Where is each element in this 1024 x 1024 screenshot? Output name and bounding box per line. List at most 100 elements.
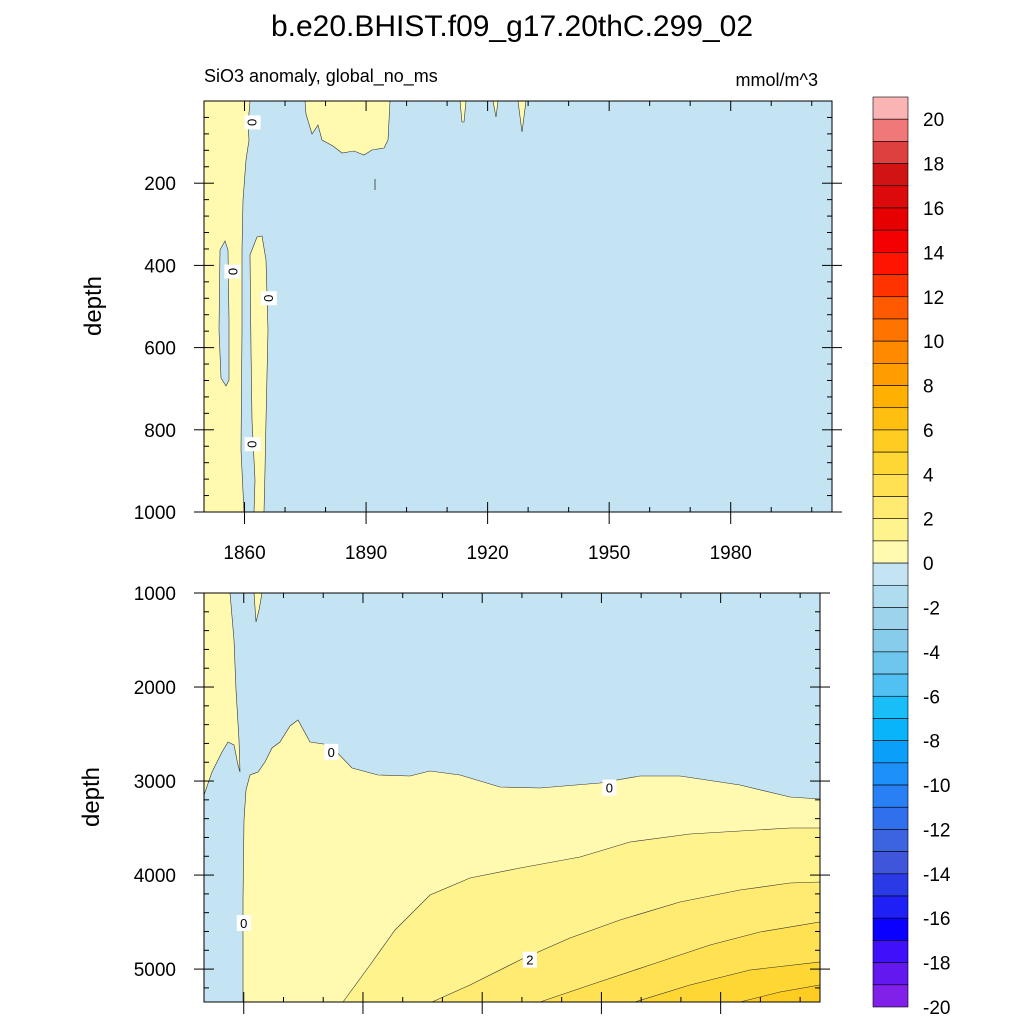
- colorbar-label: -4: [923, 643, 940, 664]
- colorbar-swatch: [872, 429, 909, 453]
- upper-y-axis-label: depth: [80, 276, 107, 336]
- upper-region-negative-pocket: [218, 240, 230, 387]
- colorbar-swatch: [872, 274, 909, 298]
- contour-label: 0: [224, 264, 241, 279]
- contour-label-text: 0: [245, 441, 260, 448]
- contour-label-background: [224, 264, 241, 279]
- upper-contour-labels: 0 0 0 0: [224, 115, 277, 452]
- colorbar-label: 12: [923, 288, 944, 309]
- lower-region-zero-to-two-left: [203, 592, 241, 796]
- colorbar-swatch: [872, 340, 909, 364]
- contour-label: 0: [260, 291, 277, 306]
- colorbar-swatch: [872, 118, 909, 142]
- y-tick-label: 3000: [134, 772, 176, 793]
- x-tick-labels: 1860 1890 1920 1950 1980: [223, 543, 751, 564]
- colorbar-label: -16: [923, 909, 950, 930]
- contour-label: 0: [324, 743, 339, 760]
- colorbar-swatch: [872, 296, 909, 320]
- colorbar-label: -6: [923, 687, 940, 708]
- colorbar-swatch: [872, 185, 909, 209]
- colorbar-swatch: [872, 895, 909, 919]
- colorbar-swatch: [872, 940, 909, 963]
- contour-label-background: [244, 115, 261, 130]
- colorbar-label: -14: [923, 865, 951, 886]
- contour-label-text: 0: [225, 268, 240, 275]
- colorbar-swatch: [872, 229, 909, 253]
- colorbar-label: 10: [923, 332, 944, 353]
- colorbar-label: -12: [923, 820, 950, 841]
- colorbar-swatch: [872, 96, 909, 120]
- colorbar-swatch: [872, 851, 909, 875]
- colorbar-swatch: [872, 740, 909, 764]
- colorbar-swatch: [872, 540, 909, 564]
- colorbar-swatch: [872, 984, 909, 1008]
- contour-label: 0: [602, 779, 617, 796]
- y-tick-label: 800: [144, 421, 176, 442]
- colorbar-label: 20: [923, 110, 944, 131]
- colorbar-swatch: [872, 651, 909, 675]
- contour-label-text: 0: [261, 295, 276, 302]
- lower-tick-group: [194, 592, 830, 1014]
- colorbar-label: 6: [923, 421, 934, 442]
- colorbar: [872, 96, 909, 1008]
- colorbar-swatch: [872, 141, 909, 164]
- colorbar-swatch: [872, 496, 909, 520]
- contour-label-background: [324, 743, 339, 760]
- panel-subtitle: SiO3 anomaly, global_no_ms: [204, 66, 438, 87]
- colorbar-label: -18: [923, 954, 950, 975]
- colorbar-swatch: [872, 363, 909, 386]
- colorbar-swatch: [872, 407, 909, 431]
- y-tick-label: 200: [144, 174, 176, 195]
- colorbar-swatch: [872, 318, 909, 342]
- y-tick-label: 2000: [134, 678, 176, 699]
- colorbar-swatch: [872, 695, 909, 719]
- upper-panel: 0 0 0 0: [194, 100, 842, 524]
- y-tick-label: 400: [144, 256, 176, 277]
- contour-label-text: 0: [240, 916, 247, 931]
- contour-label-background: [236, 915, 251, 932]
- colorbar-swatch: [872, 917, 909, 941]
- colorbar-swatch: [872, 629, 909, 653]
- contour-label: 2: [522, 951, 537, 968]
- colorbar-swatch: [872, 385, 909, 409]
- colorbar-label: 8: [923, 377, 934, 398]
- upper-panel-frame: [203, 100, 833, 513]
- y-tick-label: 1000: [134, 584, 176, 605]
- colorbar-swatch: [872, 584, 909, 608]
- colorbar-label: 2: [923, 510, 934, 531]
- colorbar-label: -2: [923, 598, 940, 619]
- contour-label-background: [244, 437, 261, 452]
- contour-label-background: [602, 779, 617, 796]
- colorbar-swatch: [872, 562, 909, 586]
- y-tick-label: 600: [144, 339, 176, 360]
- colorbar-swatch: [872, 474, 909, 497]
- colorbar-swatch: [872, 252, 909, 275]
- contour-label-text: 2: [526, 953, 533, 968]
- colorbar-swatch: [872, 873, 909, 897]
- x-tick-label: 1920: [466, 543, 508, 564]
- colorbar-swatch: [872, 607, 909, 630]
- colorbar-label: 18: [923, 155, 944, 176]
- colorbar-labels: 20181614121086420-2-4-6-8-10-12-14-16-18…: [923, 110, 951, 1019]
- upper-region-surface-patch: [304, 100, 391, 156]
- units-label: mmol/m^3: [736, 70, 818, 90]
- colorbar-label: -8: [923, 732, 940, 753]
- colorbar-swatch: [872, 207, 909, 231]
- colorbar-swatch: [872, 518, 909, 542]
- colorbar-swatch: [872, 784, 909, 808]
- colorbar-label: 16: [923, 199, 944, 220]
- colorbar-label: 0: [923, 554, 934, 575]
- chart-title: b.e20.BHIST.f09_g17.20thC.299_02: [271, 10, 753, 43]
- upper-field-negative: [204, 101, 832, 512]
- lower-panel-frame: [203, 592, 821, 1003]
- y-tick-label: 5000: [134, 960, 176, 981]
- colorbar-swatch: [872, 673, 909, 697]
- y-tick-label: 1000: [134, 503, 176, 524]
- contour-label-text: 0: [245, 119, 260, 126]
- colorbar-swatch: [872, 718, 909, 741]
- contour-label: 0: [244, 115, 261, 130]
- colorbar-label: 4: [923, 465, 934, 486]
- contour-label-background: [522, 951, 537, 968]
